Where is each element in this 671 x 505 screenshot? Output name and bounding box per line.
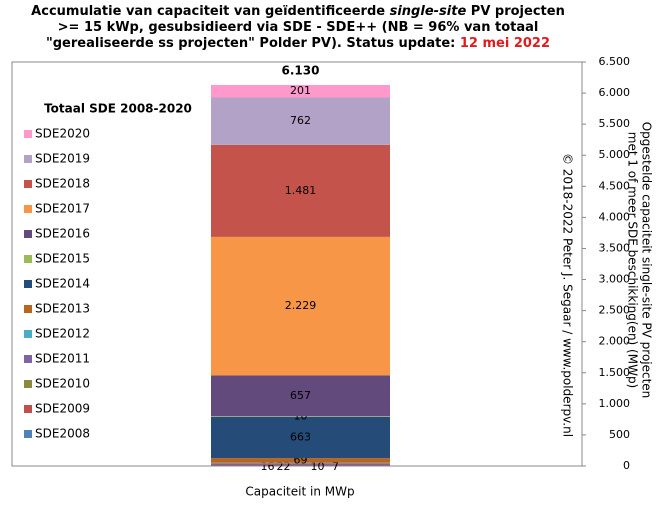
legend-label: SDE2018 xyxy=(35,177,90,191)
title-part: single-site xyxy=(390,4,467,19)
y-tick-label: 5.000 xyxy=(599,148,631,161)
title-part: >= 15 kWp, gesubsidieerd via SDE - SDE++… xyxy=(58,20,539,35)
y-tick-label: 4.500 xyxy=(599,179,631,192)
chart-title: "gerealiseerde ss projecten" Polder PV).… xyxy=(46,36,550,51)
bar-segment xyxy=(211,144,390,237)
y-tick-label: 6.500 xyxy=(599,55,631,68)
bar-segment xyxy=(211,84,390,98)
legend-swatch xyxy=(24,205,32,213)
chart-title: >= 15 kWp, gesubsidieerd via SDE - SDE++… xyxy=(58,20,539,35)
legend-swatch xyxy=(24,180,32,188)
legend-swatch xyxy=(24,155,32,163)
data-label: 657 xyxy=(290,389,311,402)
y-tick-label: 1.500 xyxy=(599,366,631,379)
chart-title: Accumulatie van capaciteit van geïdentif… xyxy=(31,4,565,19)
y-tick-label: 2.500 xyxy=(599,304,631,317)
x-axis-label: Capaciteit in MWp xyxy=(245,485,354,499)
legend-label: SDE2015 xyxy=(35,252,90,266)
legend-label: SDE2010 xyxy=(35,377,90,391)
y-tick-label: 3.000 xyxy=(599,273,631,286)
legend-swatch xyxy=(24,130,32,138)
bar-segment xyxy=(211,97,390,145)
legend-swatch xyxy=(24,380,32,388)
y-tick-label: 1.000 xyxy=(599,397,631,410)
bar-segment xyxy=(211,458,390,463)
legend-swatch xyxy=(24,405,32,413)
data-label: 663 xyxy=(290,431,311,444)
legend-label: SDE2017 xyxy=(35,202,90,216)
legend-label: SDE2016 xyxy=(35,227,90,241)
legend-label: SDE2014 xyxy=(35,277,90,291)
legend-title: Totaal SDE 2008-2020 xyxy=(44,102,192,116)
bar-segment xyxy=(211,463,390,466)
legend-swatch xyxy=(24,355,32,363)
y-axis-label: met 1 of meer SDE beschikking(en) (MWp) xyxy=(626,132,640,389)
legend-label: SDE2019 xyxy=(35,152,90,166)
total-label: 6.130 xyxy=(282,63,320,77)
bar-segment xyxy=(211,416,390,417)
title-part: Accumulatie van capaciteit van geïdentif… xyxy=(31,4,389,19)
legend-label: SDE2011 xyxy=(35,352,90,366)
y-tick-label: 4.000 xyxy=(599,210,631,223)
y-tick-label: 0 xyxy=(623,459,630,472)
legend-label: SDE2013 xyxy=(35,302,90,316)
y-tick-label: 2.000 xyxy=(599,335,631,348)
data-label: 1.481 xyxy=(285,184,317,197)
title-part: 12 mei 2022 xyxy=(460,36,550,51)
legend-swatch xyxy=(24,305,32,313)
legend-swatch xyxy=(24,330,32,338)
legend-swatch xyxy=(24,230,32,238)
title-part: "gerealiseerde ss projecten" Polder PV).… xyxy=(46,36,460,51)
y-tick-label: 500 xyxy=(609,428,630,441)
title-part: PV projecten xyxy=(466,4,565,19)
copyright: © 2018-2022 Peter J. Segaar / www.polder… xyxy=(561,153,575,437)
y-tick-label: 5.500 xyxy=(599,117,631,130)
legend-swatch xyxy=(24,280,32,288)
legend-label: SDE2020 xyxy=(35,127,90,141)
data-label: 201 xyxy=(290,84,311,97)
legend-label: SDE2008 xyxy=(35,427,90,441)
legend-label: SDE2012 xyxy=(35,327,90,341)
legend-swatch xyxy=(24,430,32,438)
y-axis-label: Opgestelde capaciteit single-site PV pro… xyxy=(640,122,654,399)
data-label: 7 xyxy=(332,460,339,473)
y-tick-label: 3.500 xyxy=(599,241,631,254)
legend-label: SDE2009 xyxy=(35,402,90,416)
data-label: 10 xyxy=(311,460,325,473)
data-label: 2.229 xyxy=(285,299,317,312)
bar-segment xyxy=(211,416,390,459)
bar-segment xyxy=(211,465,390,466)
y-tick-label: 6.000 xyxy=(599,86,631,99)
bar-segment xyxy=(211,463,390,464)
bar-segment xyxy=(211,375,390,417)
legend-swatch xyxy=(24,255,32,263)
data-label: 762 xyxy=(290,114,311,127)
bar-segment xyxy=(211,236,390,376)
